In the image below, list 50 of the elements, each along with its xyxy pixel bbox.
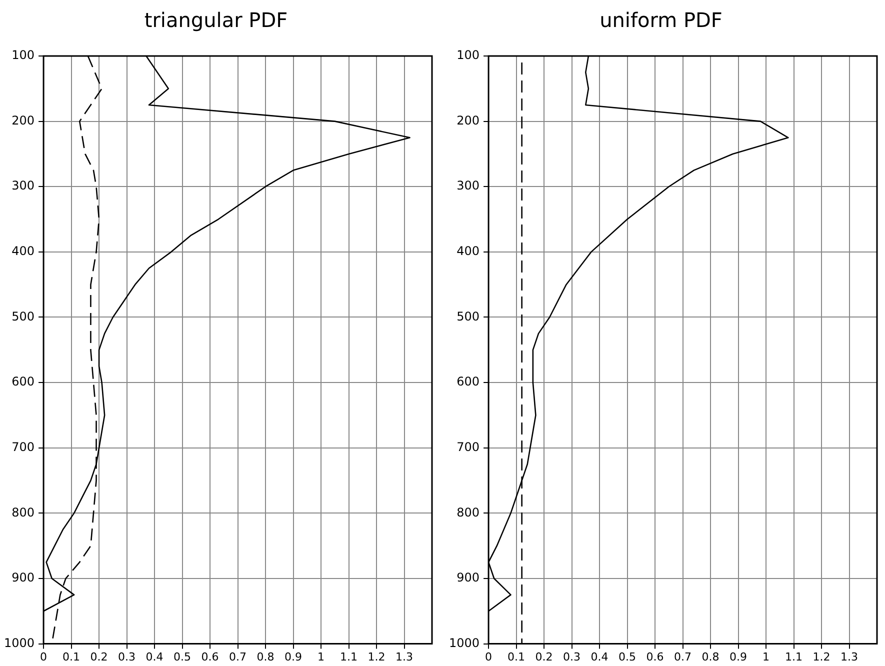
x-tick-label: 0.9 [730,650,748,664]
x-tick-label: 0 [40,650,48,664]
y-tick-label: 800 [456,505,480,520]
y-tick-label: 300 [12,178,35,193]
x-tick-label: 0.8 [256,650,274,664]
y-tick-label: 200 [456,113,480,128]
x-tick-label: 0.4 [590,650,608,664]
x-tick-label: 1.2 [812,650,830,664]
y-tick-label: 600 [456,374,480,389]
chart-title: triangular PDF [144,8,288,32]
x-tick-label: 1 [762,650,770,664]
x-tick-label: 0.1 [508,650,526,664]
y-tick-label: 100 [456,48,480,62]
y-tick-label: 1000 [4,636,35,650]
x-tick-label: 0.6 [646,650,664,664]
y-tick-label: 900 [456,570,480,585]
x-tick-label: 0.3 [563,650,581,664]
x-tick-label: 1.3 [840,650,858,664]
y-tick-label: 500 [456,309,480,324]
x-tick-label: 0.2 [535,650,553,664]
y-tick-label: 600 [12,374,35,389]
x-tick-label: 0.6 [201,650,219,664]
x-tick-label: 1.2 [368,650,386,664]
x-tick-label: 0.5 [618,650,636,664]
x-tick-label: 1 [318,650,325,664]
y-tick-label: 700 [12,440,35,454]
chart-title: uniform PDF [600,8,722,32]
y-tick-label: 900 [12,570,35,585]
y-tick-label: 100 [12,48,35,62]
x-tick-label: 0.9 [284,650,302,664]
y-tick-label: 500 [12,309,35,324]
y-tick-label: 300 [456,178,480,193]
x-tick-label: 0.1 [62,650,80,664]
x-tick-label: 0.2 [90,650,108,664]
x-tick-label: 1.1 [785,650,803,664]
x-tick-label: 0 [485,650,492,664]
y-tick-label: 400 [456,244,480,258]
x-tick-label: 0.5 [174,650,192,664]
y-tick-label: 700 [456,440,480,454]
y-tick-label: 200 [12,113,35,128]
x-tick-label: 1.3 [396,650,414,664]
x-tick-label: 0.4 [146,650,164,664]
x-tick-label: 0.7 [674,650,692,664]
y-tick-label: 400 [12,244,35,258]
x-tick-label: 0.7 [229,650,247,664]
y-tick-label: 1000 [448,636,480,650]
y-tick-label: 800 [12,505,35,520]
x-tick-label: 0.3 [118,650,136,664]
x-tick-label: 1.1 [340,650,358,664]
x-tick-label: 0.8 [702,650,720,664]
